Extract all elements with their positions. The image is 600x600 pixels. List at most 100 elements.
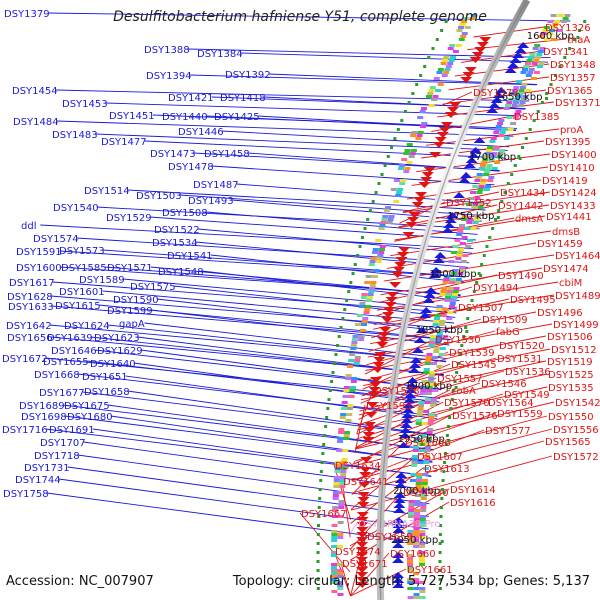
feature-tile	[538, 62, 545, 65]
reverse-gene-arrow	[392, 267, 405, 273]
feature-tile	[375, 260, 382, 263]
forward-gene-label: DSY1675	[64, 401, 110, 412]
feature-tile	[419, 560, 425, 563]
feature-tile	[331, 515, 338, 518]
feature-tile	[431, 398, 438, 401]
feature-tile	[443, 278, 450, 281]
feature-tile	[428, 344, 435, 347]
forward-gene-arrow	[395, 472, 408, 478]
guide-dot	[455, 371, 459, 374]
feature-tile	[425, 359, 432, 362]
guide-dot	[347, 290, 351, 293]
feature-tile	[407, 536, 414, 539]
reverse-gene-arrow	[407, 217, 420, 223]
feature-tile	[485, 185, 492, 188]
feature-tile	[417, 461, 424, 464]
feature-tile	[426, 389, 433, 392]
guide-dot	[532, 119, 536, 122]
forward-gene-label: DSY1418	[220, 93, 266, 104]
feature-tile	[474, 215, 481, 218]
label-connector	[349, 488, 450, 547]
guide-dot	[345, 299, 349, 302]
feature-tile	[409, 152, 416, 155]
feature-tile	[519, 86, 526, 89]
kbp-ticks: 1600 kbp 1650 kbp 1700 kbp 1750 kbp 1800 kbp…	[391, 31, 580, 546]
forward-gene-label: DSY1599	[107, 306, 153, 317]
feature-tile	[458, 248, 465, 251]
feature-tile	[420, 389, 427, 392]
feature-tile	[497, 152, 504, 155]
feature-tile	[466, 239, 473, 242]
forward-gene-arrow	[467, 152, 480, 158]
guide-dot	[528, 128, 532, 131]
feature-tile	[337, 533, 344, 536]
reverse-gene-label: DSY1550	[548, 412, 594, 423]
guide-dot	[438, 542, 442, 545]
feature-tile	[550, 14, 557, 17]
feature-tile	[439, 320, 446, 323]
feature-tile	[411, 131, 418, 134]
forward-gene-arrow	[392, 537, 405, 543]
accession-text: Accession: NC_007907	[6, 574, 154, 589]
feature-tile	[436, 335, 443, 338]
feature-tile	[416, 476, 423, 479]
feature-tile	[419, 596, 426, 599]
feature-tile	[504, 104, 511, 107]
forward-gene-label: DSY1646	[51, 346, 97, 357]
label-connector	[127, 390, 436, 436]
feature-tile	[449, 302, 456, 305]
feature-tile	[339, 416, 346, 419]
kbp-tick-label: 1600 kbp	[527, 31, 574, 42]
feature-tile	[340, 464, 347, 467]
feature-tile	[413, 524, 420, 527]
feature-tile	[366, 299, 373, 302]
forward-gene-label: DSY1689	[19, 401, 65, 412]
reverse-gene-label: DSY1395	[545, 137, 591, 148]
forward-gene-arrow	[402, 402, 415, 408]
label-connector	[263, 96, 526, 110]
feature-tile	[332, 506, 339, 509]
guide-dot	[328, 389, 332, 392]
feature-tile	[526, 59, 533, 62]
reverse-gene-label: DSY1616	[450, 498, 496, 509]
guide-dot	[475, 281, 479, 284]
forward-gene-arrow	[492, 92, 505, 98]
feature-tile	[532, 47, 539, 50]
label-connector	[394, 217, 515, 242]
feature-tile	[456, 29, 463, 32]
reverse-gene-arrow	[438, 127, 451, 133]
guide-dot	[319, 479, 323, 482]
feature-tile	[352, 335, 359, 338]
feature-tile	[331, 581, 338, 584]
feature-tile	[432, 356, 439, 359]
reverse-gene-label: DSY1564	[488, 398, 534, 409]
guide-dot	[341, 317, 345, 320]
feature-tile	[539, 35, 546, 38]
feature-tile	[454, 239, 461, 242]
reverse-gene-arrow	[374, 352, 387, 358]
label-connector	[125, 375, 438, 420]
forward-gene-arrow	[514, 47, 527, 53]
guide-dot	[363, 227, 367, 230]
feature-tile	[470, 227, 477, 230]
feature-tile	[428, 377, 435, 380]
reverse-gene-arrow	[432, 142, 445, 148]
guide-dot	[488, 236, 492, 239]
feature-tile	[518, 104, 525, 107]
kbp-tick-label: 1700 kbp	[469, 152, 516, 163]
feature-tile	[396, 191, 403, 194]
label-connector	[349, 491, 403, 550]
guide-dot	[458, 353, 462, 356]
reverse-gene-arrow	[415, 192, 428, 198]
feature-tile	[356, 314, 363, 317]
feature-tile	[460, 35, 467, 38]
feature-tile	[337, 437, 344, 440]
guide-dot	[510, 173, 514, 176]
label-connector	[353, 414, 452, 465]
feature-tile	[413, 521, 420, 524]
feature-tile	[524, 62, 531, 65]
forward-gene-arrow	[463, 162, 476, 168]
guide-dot	[400, 119, 404, 122]
feature-tile	[513, 86, 520, 89]
feature-tile	[480, 164, 487, 167]
